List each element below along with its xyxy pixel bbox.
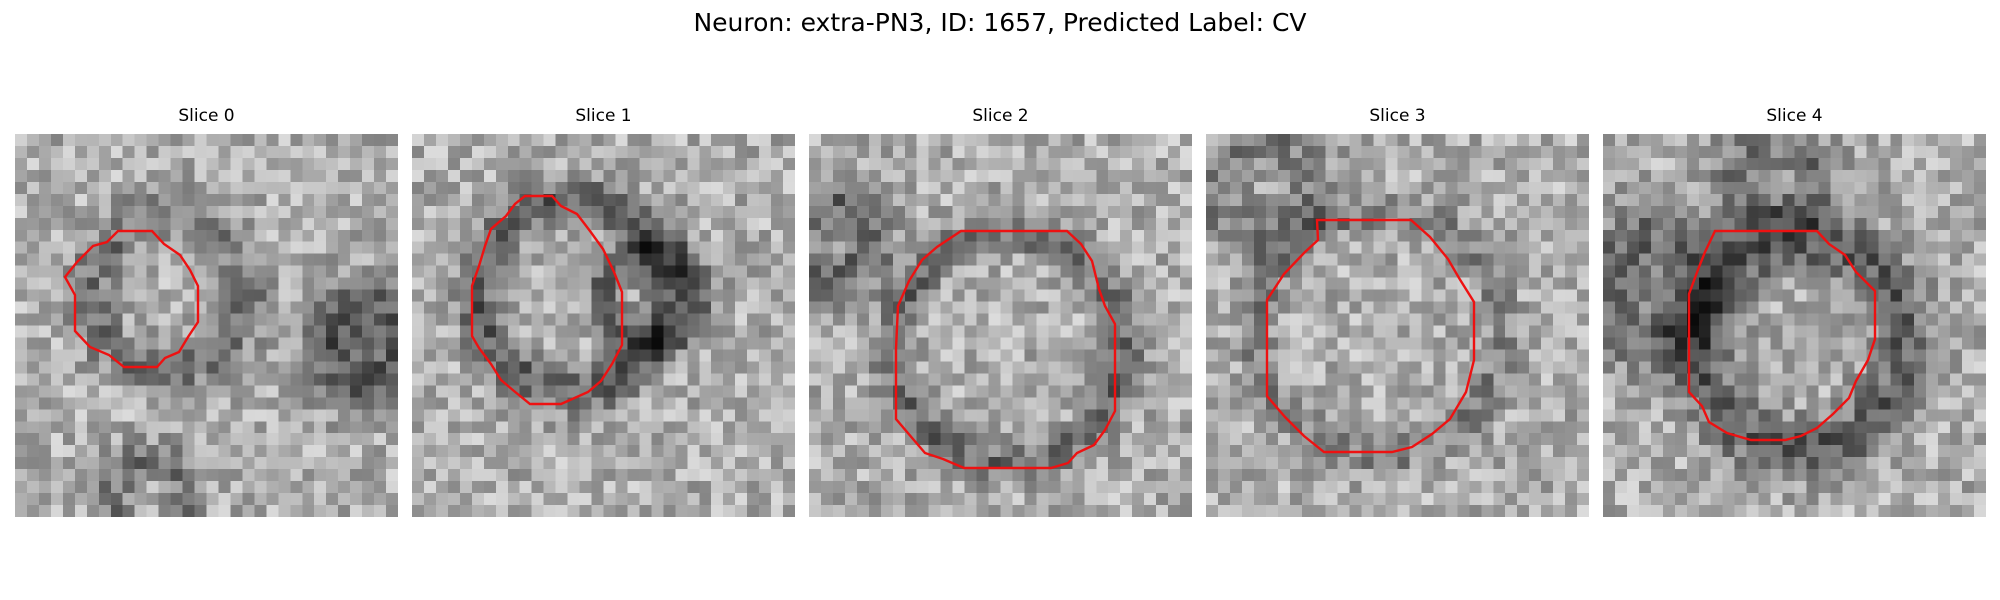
segmentation-outline-4 [1687,229,1877,442]
contour-overlay-3 [1265,218,1476,454]
contour-overlay-1 [470,194,624,406]
contour-overlay-2 [894,229,1117,470]
contour-overlay-0 [63,229,200,369]
grayscale-image-3 [1206,134,1589,517]
slice-panel-0: Slice 0 [8,105,405,525]
slice-image-1 [412,134,795,517]
segmentation-outline-3 [1265,218,1476,454]
slice-title-1: Slice 1 [575,106,632,126]
contour-overlay-4 [1687,229,1877,442]
slice-panel-1: Slice 1 [405,105,802,525]
slice-panel-2: Slice 2 [802,105,1199,525]
slice-image-2 [809,134,1192,517]
slice-panel-3: Slice 3 [1199,105,1596,525]
slice-title-2: Slice 2 [972,106,1029,126]
grayscale-image-4 [1603,134,1986,517]
slice-title-4: Slice 4 [1766,106,1823,126]
segmentation-outline-0 [63,229,200,369]
grayscale-image-1 [412,134,795,517]
segmentation-outline-2 [894,229,1117,470]
grayscale-image-2 [809,134,1192,517]
segmentation-outline-1 [470,194,624,406]
figure-title: Neuron: extra-PN3, ID: 1657, Predicted L… [693,8,1307,37]
slice-image-0 [15,134,398,517]
slice-title-0: Slice 0 [178,106,235,126]
slice-panel-4: Slice 4 [1596,105,1993,525]
grayscale-image-0 [15,134,398,517]
slice-image-4 [1603,134,1986,517]
slice-image-3 [1206,134,1589,517]
slice-title-3: Slice 3 [1369,106,1426,126]
